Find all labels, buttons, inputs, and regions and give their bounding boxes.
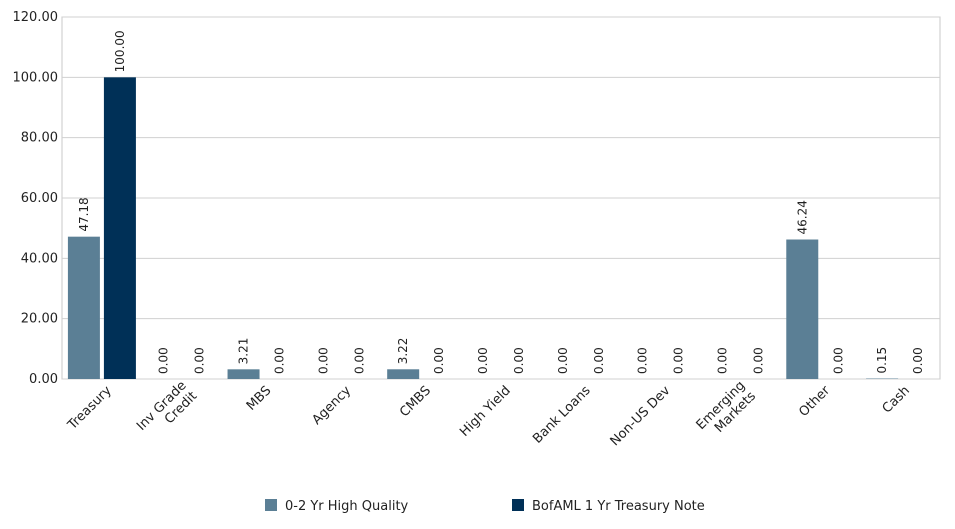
x-tick-label: CMBS bbox=[397, 383, 434, 420]
data-label: 3.21 bbox=[237, 338, 251, 365]
y-tick-label: 20.00 bbox=[21, 312, 58, 327]
x-tick-label: MBS bbox=[244, 383, 275, 414]
x-tick-label-line: Cash bbox=[880, 383, 913, 416]
legend-swatch bbox=[512, 499, 524, 511]
bar bbox=[67, 236, 100, 379]
data-label: 0.00 bbox=[715, 347, 729, 374]
bar bbox=[387, 369, 420, 379]
data-label: 0.00 bbox=[157, 347, 171, 374]
data-label: 0.00 bbox=[432, 347, 446, 374]
data-label: 0.15 bbox=[875, 347, 889, 374]
bar bbox=[103, 77, 136, 379]
x-tick-label-line: Treasury bbox=[64, 383, 114, 433]
x-tick-label-line: Non-US Dev bbox=[608, 383, 674, 449]
data-label: 0.00 bbox=[672, 347, 686, 374]
x-tick-label-line: High Yield bbox=[457, 383, 514, 440]
y-tick-label: 100.00 bbox=[13, 70, 59, 85]
x-tick-label-line: Bank Loans bbox=[530, 383, 594, 447]
data-label: 0.00 bbox=[636, 347, 650, 374]
y-tick-label: 40.00 bbox=[21, 251, 58, 266]
data-label: 0.00 bbox=[592, 347, 606, 374]
x-tick-label: Other bbox=[796, 383, 833, 420]
data-label: 0.00 bbox=[193, 347, 207, 374]
data-label: 46.24 bbox=[795, 200, 809, 234]
data-label: 3.22 bbox=[396, 338, 410, 365]
x-tick-label-line: CMBS bbox=[397, 383, 434, 420]
x-tick-label: High Yield bbox=[457, 383, 514, 440]
y-tick-label: 60.00 bbox=[21, 191, 58, 206]
data-label: 0.00 bbox=[352, 347, 366, 374]
data-label: 0.00 bbox=[831, 347, 845, 374]
data-label: 0.00 bbox=[556, 347, 570, 374]
x-tick-label: Agency bbox=[309, 383, 354, 428]
y-tick-label: 80.00 bbox=[21, 131, 58, 146]
legend-label: 0-2 Yr High Quality bbox=[285, 499, 409, 514]
x-tick-label-line: MBS bbox=[244, 383, 275, 414]
legend-label: BofAML 1 Yr Treasury Note bbox=[532, 499, 705, 514]
x-tick-label: EmergingMarkets bbox=[694, 378, 759, 443]
bar bbox=[786, 239, 819, 379]
x-tick-label: Inv GradeCredit bbox=[134, 378, 200, 444]
bar bbox=[227, 369, 260, 379]
legend-swatch bbox=[265, 499, 277, 511]
x-tick-label-line: Other bbox=[796, 383, 833, 420]
data-label: 0.00 bbox=[273, 347, 287, 374]
x-tick-label: Cash bbox=[880, 383, 913, 416]
x-tick-label-line: Agency bbox=[309, 383, 354, 428]
data-label: 0.00 bbox=[316, 347, 330, 374]
x-tick-label: Bank Loans bbox=[530, 383, 594, 447]
data-label: 0.00 bbox=[476, 347, 490, 374]
data-label: 0.00 bbox=[911, 347, 925, 374]
data-label: 100.00 bbox=[113, 30, 127, 72]
data-label: 47.18 bbox=[77, 197, 91, 231]
y-tick-label: 120.00 bbox=[13, 10, 59, 25]
y-tick-label: 0.00 bbox=[29, 372, 58, 387]
x-tick-label: Treasury bbox=[64, 383, 114, 433]
x-tick-label: Non-US Dev bbox=[608, 383, 674, 449]
data-label: 0.00 bbox=[512, 347, 526, 374]
data-label: 0.00 bbox=[751, 347, 765, 374]
